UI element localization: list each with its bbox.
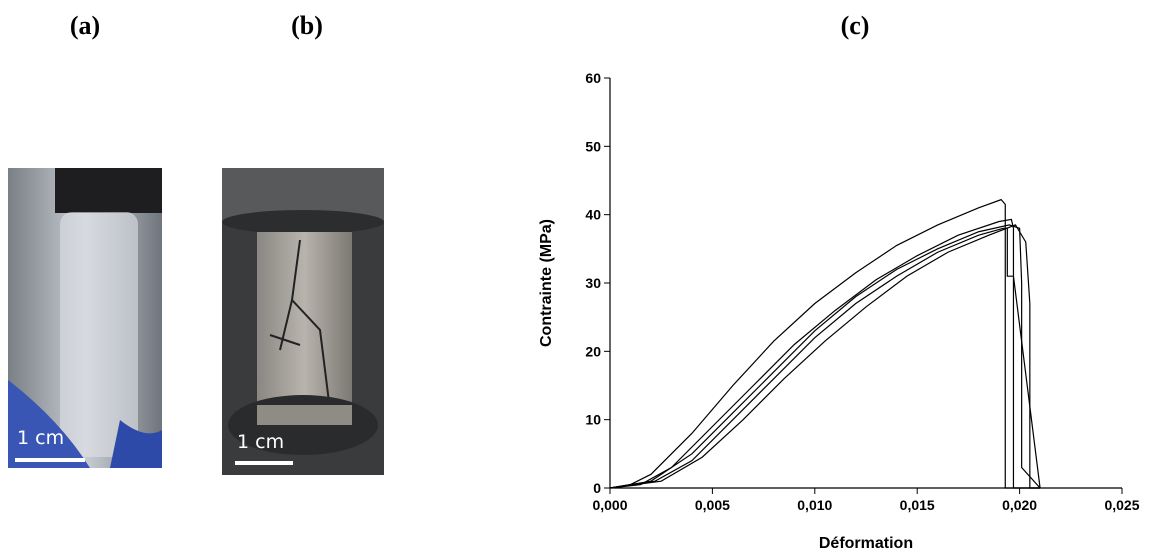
y-axis-label: Contrainte (MPa) [538, 219, 555, 347]
y-tick-label: 30 [585, 275, 601, 291]
y-tick-label: 50 [585, 138, 601, 154]
x-tick-label: 0,010 [797, 497, 832, 513]
y-tick-label: 40 [585, 207, 601, 223]
scale-label: 1 cm [17, 427, 64, 449]
photo-a: 1 cm [8, 168, 162, 468]
x-tick-label: 0,015 [900, 497, 935, 513]
panel-label: (a) [70, 11, 100, 40]
y-tick-label: 10 [585, 412, 601, 428]
x-tick-label: 0,020 [1002, 497, 1037, 513]
x-tick-label: 0,000 [592, 497, 627, 513]
panel-label: (c) [841, 11, 870, 40]
x-axis-label: Déformation [819, 535, 913, 552]
y-tick-label: 60 [585, 70, 601, 86]
y-tick-label: 20 [585, 343, 601, 359]
y-tick-label: 0 [593, 480, 601, 496]
series-line [609, 218, 1041, 489]
series-line [609, 227, 1041, 489]
series-line [609, 198, 1041, 489]
chart: Déformation Contrainte (MPa) 0 10 20 30 40 50… [538, 70, 1140, 552]
x-tick-label: 0,005 [695, 497, 730, 513]
scale-label: 1 cm [237, 431, 284, 453]
panel-label: (b) [291, 11, 323, 40]
photo-b: 1 cm [222, 168, 384, 475]
x-tick-label: 0,025 [1104, 497, 1139, 513]
series-line [609, 224, 1041, 489]
series-line [609, 224, 1041, 489]
